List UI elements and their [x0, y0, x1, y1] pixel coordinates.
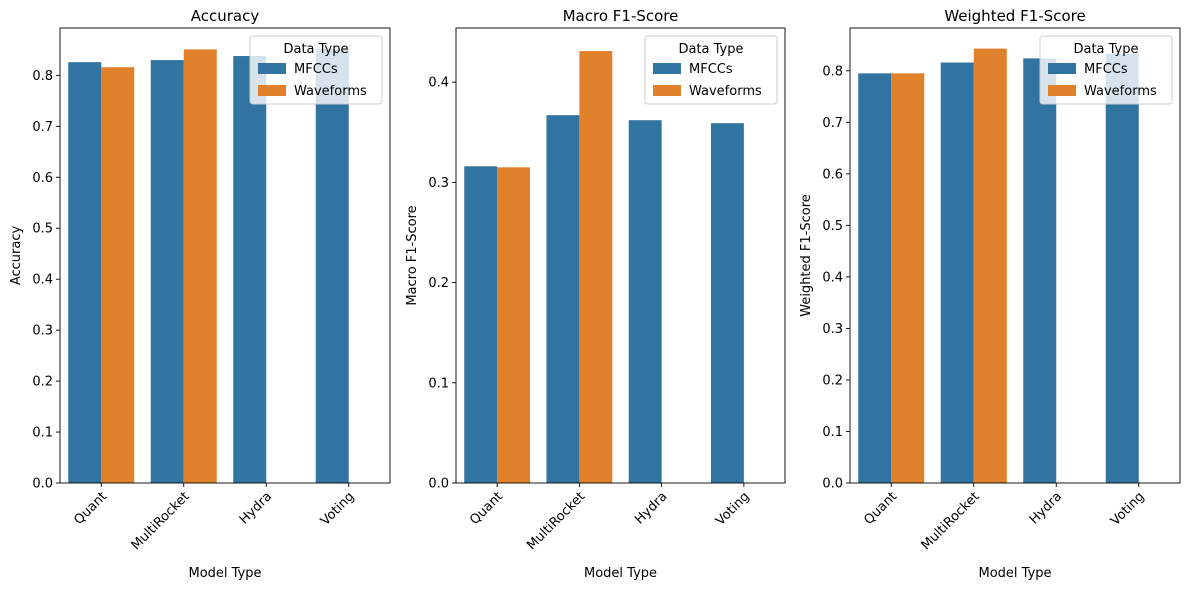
- x-tick-label: Voting: [318, 489, 358, 529]
- bar-mfccs-multirocket: [546, 115, 580, 484]
- legend-label: MFCCs: [689, 62, 733, 77]
- y-tick-label: 0.3: [32, 324, 53, 339]
- legend: Data Type MFCCs Waveforms: [644, 35, 778, 105]
- chart-panel-1: 0.0 0.1 0.2 0.3 0.4 0.5 0.6 0.7 0.8 Quant MultiRoc…: [9, 7, 391, 581]
- y-tick-label: 0.1: [428, 376, 449, 391]
- legend-swatch-waveforms: [1048, 85, 1076, 96]
- x-tick-label: Hydra: [237, 489, 275, 527]
- bar-waveforms-multirocket: [973, 48, 1007, 484]
- y-tick-label: 0.2: [822, 373, 843, 388]
- chart-title: Accuracy: [191, 7, 260, 25]
- y-tick-label: 0.5: [822, 219, 843, 234]
- legend-title: Data Type: [1073, 42, 1138, 57]
- bar-waveforms-quant: [101, 67, 135, 484]
- chart-panel-3: 0.0 0.1 0.2 0.3 0.4 0.5 0.6 0.7 0.8 Quant MultiRoc…: [799, 7, 1181, 581]
- legend-swatch-waveforms: [258, 85, 286, 96]
- x-tick-label: Quant: [861, 489, 900, 528]
- y-tick-label: 0.1: [822, 425, 843, 440]
- bar-mfccs-hydra: [233, 56, 267, 483]
- x-axis-label: Model Type: [188, 566, 261, 581]
- x-axis-label: Model Type: [978, 566, 1051, 581]
- legend: Data Type MFCCs Waveforms: [249, 35, 383, 105]
- legend-swatch-waveforms: [653, 85, 681, 96]
- y-tick-label: 0.3: [428, 176, 449, 191]
- legend-label: Waveforms: [689, 84, 762, 99]
- y-tick-label: 0.5: [32, 222, 53, 237]
- y-tick-label: 0.0: [428, 477, 449, 492]
- bar-mfccs-quant: [858, 73, 892, 484]
- bar-mfccs-voting: [315, 48, 349, 483]
- x-tick-label: Quant: [467, 489, 506, 528]
- y-tick-label: 0.0: [822, 477, 843, 492]
- legend-title: Data Type: [283, 42, 348, 57]
- y-axis-label: Macro F1-Score: [405, 205, 420, 305]
- bar-waveforms-quant: [891, 73, 925, 484]
- plot-frame: [849, 27, 1181, 484]
- x-tick-label: Hydra: [632, 489, 670, 527]
- y-tick-label: 0.4: [428, 76, 449, 91]
- legend-label: Waveforms: [294, 84, 367, 99]
- y-tick-label: 0.1: [32, 426, 53, 441]
- y-tick-label: 0.8: [32, 69, 53, 84]
- x-tick-label: MultiRocket: [129, 489, 193, 553]
- bar-mfccs-multirocket: [150, 60, 184, 483]
- x-tick-label: Voting: [713, 489, 753, 529]
- x-tick-label: Quant: [71, 489, 110, 528]
- y-tick-label: 0.3: [822, 322, 843, 337]
- legend-label: Waveforms: [1084, 84, 1157, 99]
- legend: Data Type MFCCs Waveforms: [1039, 35, 1173, 105]
- legend-swatch-mfccs: [258, 63, 286, 74]
- x-tick-label: MultiRocket: [524, 489, 588, 553]
- legend-swatch-mfccs: [1048, 63, 1076, 74]
- chart-panel-2: 0.0 0.1 0.2 0.3 0.4 Quant MultiRocket Hydra Voti…: [405, 7, 786, 581]
- y-tick-label: 0.0: [32, 477, 53, 492]
- legend-title: Data Type: [678, 42, 743, 57]
- y-tick-label: 0.4: [822, 270, 843, 285]
- bar-mfccs-hydra: [1023, 58, 1057, 483]
- y-tick-label: 0.2: [32, 375, 53, 390]
- x-axis-label: Model Type: [584, 566, 657, 581]
- x-tick-label: Voting: [1108, 489, 1148, 529]
- bar-waveforms-multirocket: [183, 49, 217, 483]
- legend-label: MFCCs: [1084, 62, 1128, 77]
- bar-mfccs-quant: [68, 62, 102, 484]
- y-tick-label: 0.6: [822, 167, 843, 182]
- bar-waveforms-quant: [497, 167, 531, 484]
- y-tick-label: 0.4: [32, 273, 53, 288]
- bar-mfccs-multirocket: [940, 62, 974, 483]
- legend-label: MFCCs: [294, 62, 338, 77]
- bar-mfccs-quant: [464, 166, 498, 484]
- plot-frame: [455, 27, 786, 484]
- chart-title: Weighted F1-Score: [944, 7, 1085, 25]
- y-axis-label: Weighted F1-Score: [799, 194, 814, 317]
- plot-frame: [59, 27, 391, 484]
- bar-waveforms-multirocket: [579, 51, 613, 483]
- chart-title: Macro F1-Score: [563, 7, 679, 25]
- y-tick-label: 0.6: [32, 171, 53, 186]
- y-tick-label: 0.2: [428, 276, 449, 291]
- bar-mfccs-voting: [1105, 53, 1139, 484]
- bar-mfccs-hydra: [628, 120, 662, 484]
- bar-mfccs-voting: [710, 123, 744, 483]
- y-tick-label: 0.8: [822, 64, 843, 79]
- y-tick-label: 0.7: [32, 120, 53, 135]
- x-tick-label: Hydra: [1027, 489, 1065, 527]
- y-axis-label: Accuracy: [9, 226, 24, 286]
- x-tick-label: MultiRocket: [919, 489, 983, 553]
- y-tick-label: 0.7: [822, 116, 843, 131]
- legend-swatch-mfccs: [653, 63, 681, 74]
